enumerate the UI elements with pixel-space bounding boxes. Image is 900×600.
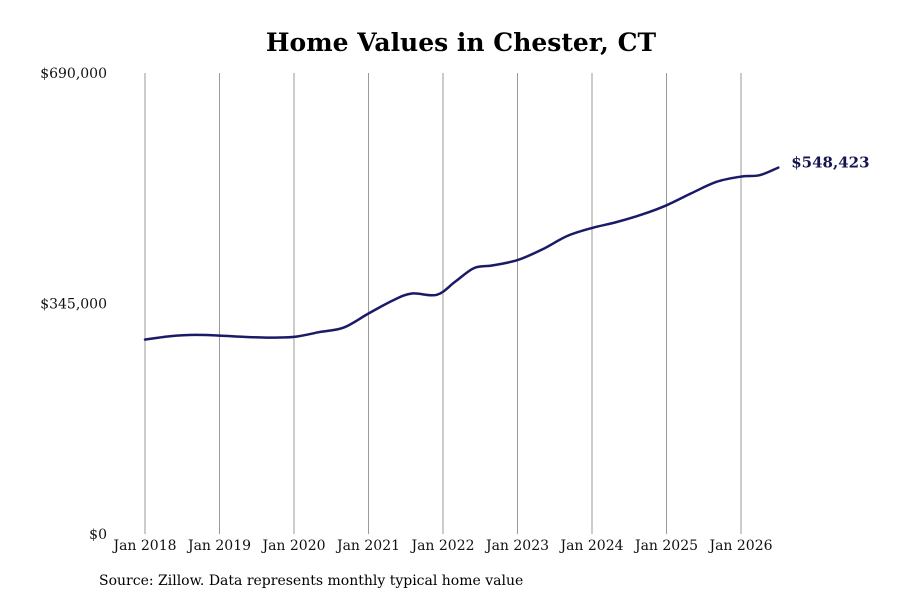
y-tick-label: $690,000 [40, 66, 107, 82]
x-tick-label: Jan 2022 [409, 538, 474, 554]
x-tick-label: Jan 2020 [260, 538, 325, 554]
x-tick-label: Jan 2024 [558, 538, 623, 554]
chart-title: Home Values in Chester, CT [265, 28, 657, 57]
x-axis-ticks: Jan 2018 Jan 2019 Jan 2020 Jan 2021 Jan 2022… [111, 538, 772, 554]
end-value-label: $548,423 [791, 154, 869, 172]
y-axis-ticks: $0 $345,000 $690,000 [40, 66, 107, 543]
x-tick-label: Jan 2021 [335, 538, 400, 554]
end-labels: $548,423 [791, 154, 869, 172]
source-note: Source: Zillow. Data represents monthly … [99, 573, 524, 589]
grid-lines [144, 73, 742, 534]
x-tick-label: Jan 2026 [707, 538, 772, 554]
x-tick-label: Jan 2019 [186, 538, 251, 554]
y-tick-label: $0 [89, 527, 107, 543]
x-tick-label: Jan 2023 [484, 538, 549, 554]
series-line-0 [143, 166, 780, 341]
x-tick-label: Jan 2025 [633, 538, 698, 554]
y-tick-label: $345,000 [40, 297, 107, 313]
x-tick-label: Jan 2018 [111, 538, 176, 554]
series-layer [143, 166, 780, 341]
